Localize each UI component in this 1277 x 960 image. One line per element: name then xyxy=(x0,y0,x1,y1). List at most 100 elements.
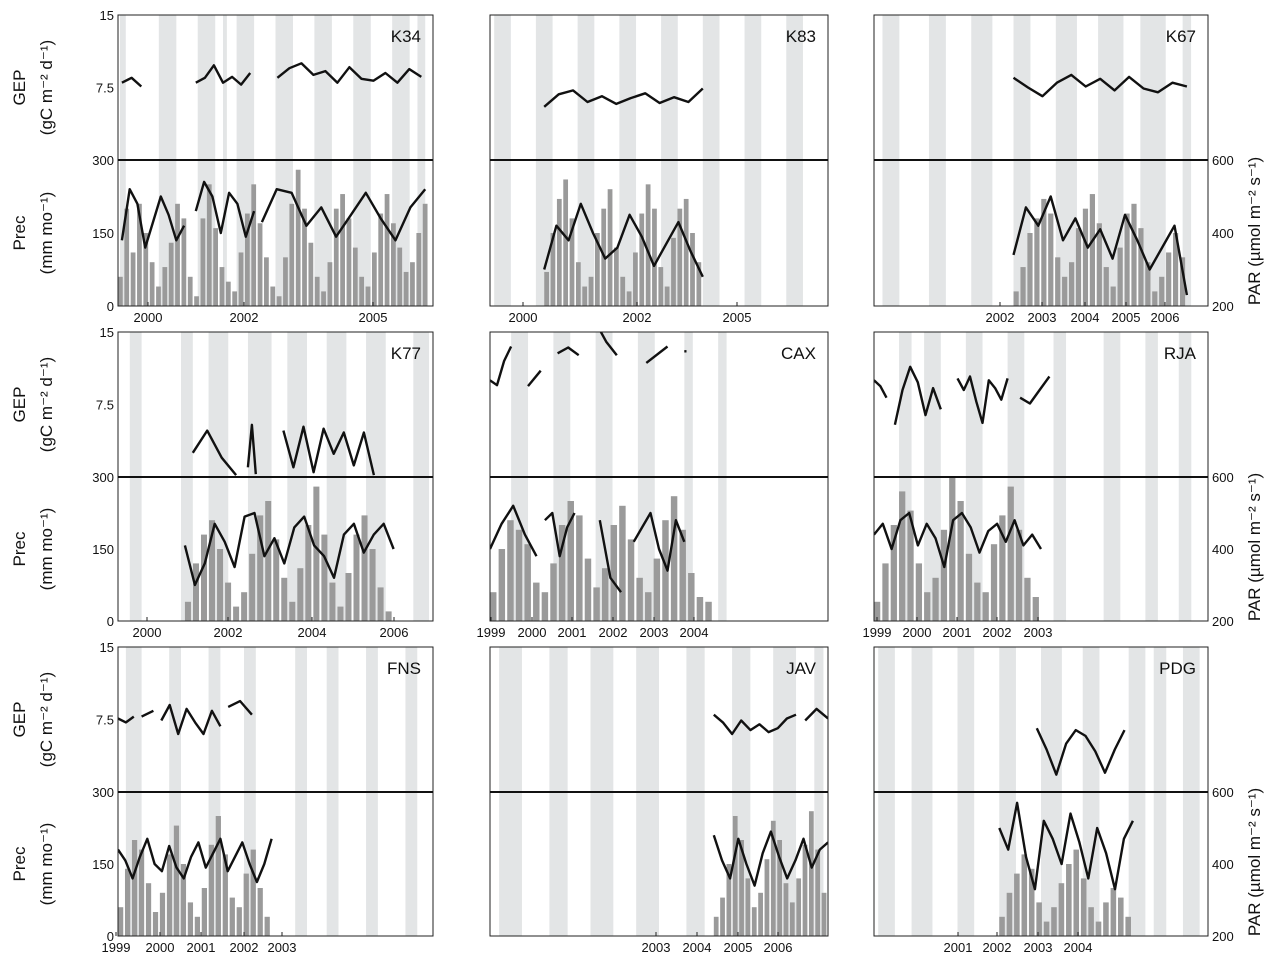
prec-bar xyxy=(264,916,270,936)
prec-bar xyxy=(305,525,312,621)
prec-bar xyxy=(1166,252,1172,306)
prec-bar xyxy=(166,854,173,936)
prec-bar xyxy=(1024,577,1031,621)
prec-bar xyxy=(124,868,131,936)
prec-bar xyxy=(550,563,557,621)
prec-bar xyxy=(662,520,669,621)
prec-bar xyxy=(670,496,678,621)
gep-line xyxy=(557,346,580,357)
prec-bar xyxy=(550,233,556,306)
prec-bar xyxy=(1015,529,1023,621)
prec-bar xyxy=(607,189,613,306)
prec-bar xyxy=(588,276,594,306)
par-ytick-label: 200 xyxy=(1212,299,1234,314)
prec-bar xyxy=(1082,208,1089,306)
prec-bar xyxy=(751,907,757,936)
xtick-label: 2002 xyxy=(983,625,1012,640)
par-line xyxy=(194,180,256,238)
gep-line xyxy=(195,64,252,86)
prec-bar xyxy=(270,286,276,306)
par-axis-label: PAR (µmol m⁻² s⁻¹) xyxy=(1245,157,1264,305)
gep-line xyxy=(1035,727,1126,776)
gep-axis-unit: (gC m⁻² d⁻¹) xyxy=(37,672,56,767)
gep-ytick-label: 7.5 xyxy=(96,398,114,413)
gep-axis-unit: (gC m⁻² d⁻¹) xyxy=(37,40,56,135)
gep-line xyxy=(645,345,669,364)
prec-bar xyxy=(168,242,174,306)
prec-bar xyxy=(209,520,216,621)
prec-ytick-label: 150 xyxy=(92,857,114,872)
prec-bar xyxy=(789,902,795,936)
prec-bar xyxy=(346,218,352,306)
site-label: K34 xyxy=(391,27,421,46)
xtick-label: 2006 xyxy=(764,940,793,955)
prec-bar xyxy=(582,286,588,306)
prec-bar xyxy=(671,237,676,306)
prec-bar xyxy=(321,291,326,306)
prec-bar xyxy=(713,916,719,936)
prec-bar xyxy=(215,816,221,936)
prec-bar xyxy=(1007,486,1014,621)
xtick-label: 2004 xyxy=(683,940,712,955)
prec-bar xyxy=(337,606,344,621)
prec-bar xyxy=(990,544,998,621)
panel-jav xyxy=(489,646,829,937)
prec-bar xyxy=(281,577,288,621)
prec-bar xyxy=(821,892,827,936)
xtick-label: 2004 xyxy=(680,625,709,640)
prec-bar xyxy=(982,592,989,621)
prec-bar xyxy=(416,233,422,306)
prec-bar xyxy=(1058,883,1065,936)
prec-bar xyxy=(192,563,199,621)
prec-bar xyxy=(575,262,581,306)
xtick-label: 2004 xyxy=(298,625,327,640)
prec-bar xyxy=(783,883,789,936)
prec-bar xyxy=(726,864,732,936)
gep-axis-label: GEP xyxy=(10,387,29,423)
prec-bar xyxy=(1043,921,1050,936)
prec-bar xyxy=(213,228,218,306)
gep-axis-label: GEP xyxy=(10,70,29,106)
xtick-label: 2006 xyxy=(380,625,409,640)
xtick-label: 1999 xyxy=(863,625,892,640)
par-line xyxy=(260,187,427,242)
prec-bar xyxy=(181,218,187,306)
prec-bar xyxy=(533,582,540,621)
xtick-label: 2001 xyxy=(558,625,587,640)
prec-bar xyxy=(1103,902,1109,936)
gep-line xyxy=(191,429,238,476)
prec-bar xyxy=(626,291,632,306)
prec-bar xyxy=(732,816,738,936)
prec-bar xyxy=(206,184,212,306)
prec-bar xyxy=(1051,907,1057,936)
gep-ytick-label: 7.5 xyxy=(96,81,114,96)
prec-bar xyxy=(289,601,296,621)
xtick-label: 2005 xyxy=(1112,310,1141,325)
panel-k83 xyxy=(489,14,829,307)
par-line xyxy=(120,187,186,249)
par-ytick-label: 400 xyxy=(1212,226,1234,241)
prec-axis-unit: (mm mo⁻¹) xyxy=(37,823,56,906)
prec-bar xyxy=(130,252,136,306)
prec-bar xyxy=(175,203,180,306)
prec-bar xyxy=(187,276,193,306)
prec-bar xyxy=(584,558,592,621)
prec-bar xyxy=(327,262,333,306)
prec-bar xyxy=(619,505,626,621)
xtick-label: 2000 xyxy=(146,940,175,955)
gep-line xyxy=(490,345,513,387)
prec-axis-label: Prec xyxy=(10,531,29,566)
prec-bar xyxy=(770,820,776,936)
prec-bar xyxy=(524,544,531,621)
gep-line xyxy=(141,709,154,718)
prec-bar xyxy=(1036,902,1042,936)
prec-bar xyxy=(1062,276,1068,306)
prec-bar xyxy=(515,529,523,621)
prec-bar xyxy=(899,491,906,621)
prec-bar xyxy=(265,501,272,621)
xtick-label: 2003 xyxy=(642,940,671,955)
prec-bar xyxy=(145,883,152,936)
prec-bar xyxy=(359,276,365,306)
prec-bar xyxy=(222,854,228,936)
prec-bar xyxy=(677,208,683,306)
